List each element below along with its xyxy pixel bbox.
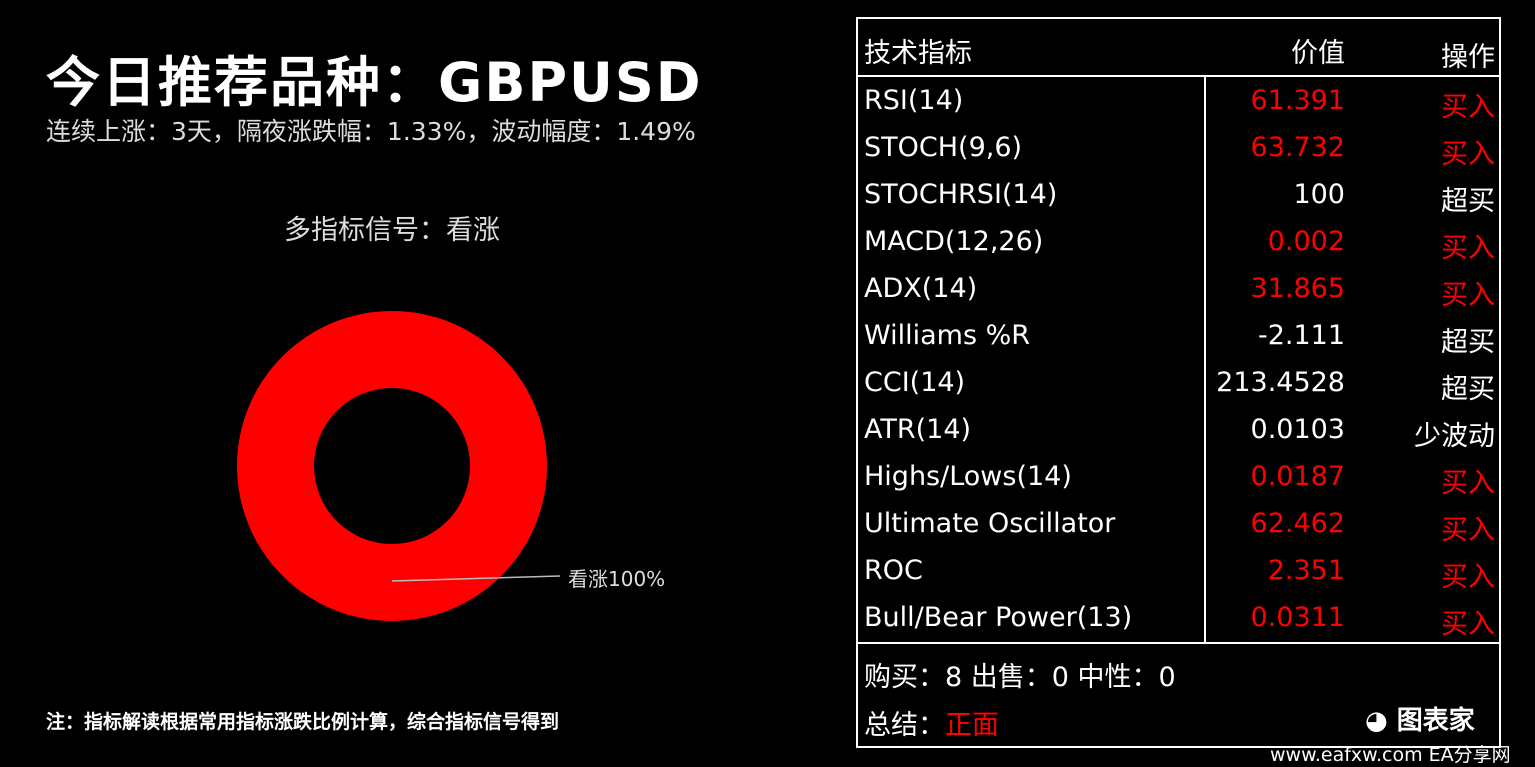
indicator-value: 31.865 <box>1250 273 1345 304</box>
indicator-action: 买入 <box>1441 139 1495 170</box>
indicator-action: 买入 <box>1441 468 1495 499</box>
slice-label: 看涨100% <box>568 567 665 591</box>
indicator-name: MACD(12,26) <box>864 226 1044 257</box>
indicator-action: 买入 <box>1441 233 1495 264</box>
table-row: Bull/Bear Power(13) 0.0311 买入 <box>858 594 1499 641</box>
table-row: ATR(14) 0.0103 少波动 <box>858 406 1499 453</box>
table-row: RSI(14) 61.391 买入 <box>858 77 1499 124</box>
page-title: 今日推荐品种：GBPUSD <box>46 51 703 114</box>
table-row: Williams %R -2.111 超买 <box>858 312 1499 359</box>
indicator-table: 技术指标 价值 操作 RSI(14) 61.391 买入 STOCH(9,6) 63.7… <box>856 17 1501 748</box>
indicator-action: 超买 <box>1441 186 1495 217</box>
header-value: 价值 <box>1291 38 1345 69</box>
indicator-name: ATR(14) <box>864 414 972 445</box>
table-row: MACD(12,26) 0.002 买入 <box>858 218 1499 265</box>
indicator-name: RSI(14) <box>864 85 964 116</box>
indicator-name: STOCHRSI(14) <box>864 179 1058 210</box>
summary-label: 总结： <box>864 710 945 741</box>
indicator-value: 0.0103 <box>1250 414 1345 445</box>
header-indicator: 技术指标 <box>864 38 972 69</box>
indicator-value: 62.462 <box>1250 508 1345 539</box>
pie-slice-bullish <box>237 311 547 621</box>
indicator-action: 买入 <box>1441 515 1495 546</box>
footnote: 注：指标解读根据常用指标涨跌比例计算，综合指标信号得到 <box>46 711 560 733</box>
indicator-action: 买入 <box>1441 280 1495 311</box>
indicator-value: 0.0311 <box>1250 602 1345 633</box>
indicator-value: 0.0187 <box>1250 461 1345 492</box>
logo: ◕ 图表家 <box>1365 706 1475 736</box>
indicator-name: ROC <box>864 555 923 586</box>
indicator-value: 213.4528 <box>1216 367 1345 398</box>
table-header: 技术指标 价值 操作 <box>858 23 1499 73</box>
indicator-action: 超买 <box>1441 374 1495 405</box>
table-row: STOCH(9,6) 63.732 买入 <box>858 124 1499 171</box>
summary: 总结：正面 <box>864 703 999 742</box>
indicator-name: Williams %R <box>864 320 1031 351</box>
indicator-value: 61.391 <box>1250 85 1345 116</box>
indicator-name: ADX(14) <box>864 273 978 304</box>
table-row: Ultimate Oscillator 62.462 买入 <box>858 500 1499 547</box>
indicator-value: 2.351 <box>1267 555 1345 586</box>
table-row: Highs/Lows(14) 0.0187 买入 <box>858 453 1499 500</box>
donut-chart: 看涨100% <box>237 311 665 621</box>
header-action: 操作 <box>1441 42 1495 73</box>
indicator-action: 少波动 <box>1414 421 1495 452</box>
column-divider <box>1204 75 1206 643</box>
table-row: STOCHRSI(14) 100 超买 <box>858 171 1499 218</box>
table-row: ROC 2.351 买入 <box>858 547 1499 594</box>
summary-counts: 购买：8 出售：0 中性：0 <box>864 662 1176 693</box>
indicator-name: Ultimate Oscillator <box>864 508 1116 539</box>
indicator-action: 买入 <box>1441 92 1495 123</box>
watermark-site: www.eafxw.com EA分享网 <box>1270 744 1511 766</box>
indicator-name: Highs/Lows(14) <box>864 461 1072 492</box>
indicator-name: Bull/Bear Power(13) <box>864 602 1133 633</box>
indicator-name: STOCH(9,6) <box>864 132 1023 163</box>
indicator-value: 0.002 <box>1267 226 1345 257</box>
summary-value: 正面 <box>945 710 999 741</box>
chart-title: 多指标信号：看涨 <box>284 215 500 246</box>
table-row: CCI(14) 213.4528 超买 <box>858 359 1499 406</box>
indicator-value: 63.732 <box>1250 132 1345 163</box>
table-row: ADX(14) 31.865 买入 <box>858 265 1499 312</box>
indicator-name: CCI(14) <box>864 367 966 398</box>
indicator-action: 买入 <box>1441 562 1495 593</box>
indicator-value: 100 <box>1293 179 1345 210</box>
subtitle: 连续上涨：3天，隔夜涨跌幅：1.33%，波动幅度：1.49% <box>46 117 696 146</box>
label-leader-line <box>391 575 561 582</box>
indicator-value: -2.111 <box>1257 320 1345 351</box>
indicator-action: 超买 <box>1441 327 1495 358</box>
indicator-action: 买入 <box>1441 609 1495 640</box>
